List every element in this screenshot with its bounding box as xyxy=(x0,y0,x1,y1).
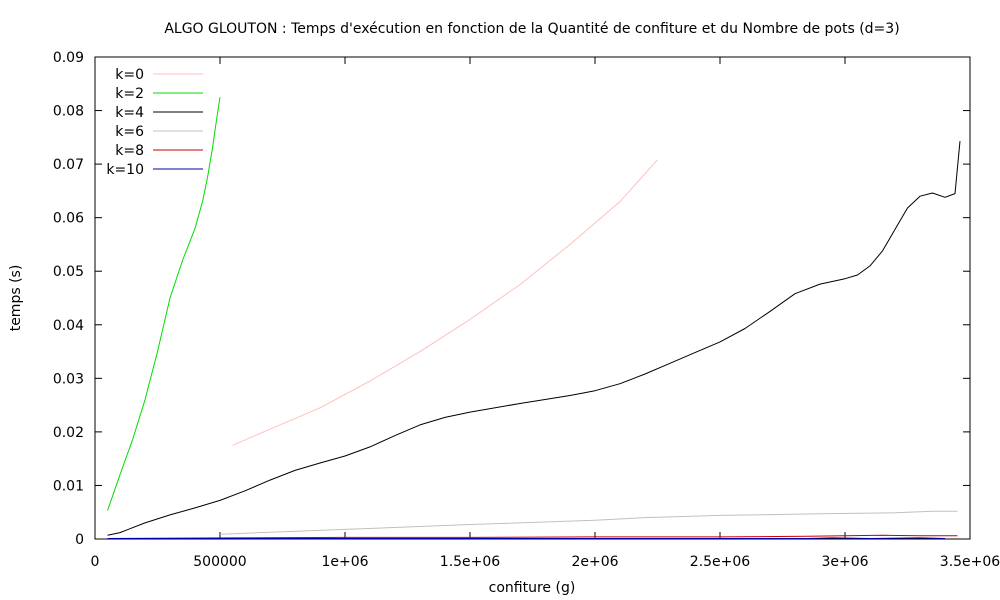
y-tick-label: 0.08 xyxy=(53,104,84,120)
y-tick-label: 0 xyxy=(75,532,84,548)
series-layer xyxy=(107,97,961,539)
x-tick-label: 3e+06 xyxy=(821,554,868,570)
y-tick-label: 0.03 xyxy=(53,371,84,387)
series-line-k2 xyxy=(107,97,221,511)
x-tick-label: 1e+06 xyxy=(321,554,368,570)
y-tick-label: 0.01 xyxy=(53,478,84,494)
plot-frame xyxy=(94,56,971,540)
legend-label: k=6 xyxy=(115,124,144,140)
legend-label: k=0 xyxy=(115,67,144,83)
legend-label: k=4 xyxy=(115,105,144,121)
chart-title: ALGO GLOUTON : Temps d'exécution en fonc… xyxy=(164,21,899,37)
legend: k=0 k=2 k=4 k=6 k=8 k=10 xyxy=(106,67,203,178)
y-tick-label: 0.09 xyxy=(53,50,84,66)
y-tick-label: 0.02 xyxy=(53,425,84,441)
x-tick-label: 500000 xyxy=(193,554,246,570)
series-line-k8 xyxy=(107,534,958,539)
x-tick-label: 2.5e+06 xyxy=(690,554,751,570)
legend-label: k=8 xyxy=(115,143,144,159)
x-tick-label: 2e+06 xyxy=(571,554,618,570)
x-axis: 0 500000 1e+06 1.5e+06 2e+06 2.5e+06 3e+06 3.5e… xyxy=(91,57,1000,570)
x-tick-label: 0 xyxy=(91,554,100,570)
y-tick-label: 0.07 xyxy=(53,157,84,173)
series-line-k0 xyxy=(232,159,658,446)
series-line-k6 xyxy=(219,510,958,535)
y-tick-label: 0.05 xyxy=(53,264,84,280)
y-axis-label: temps (s) xyxy=(8,265,24,332)
series-line-k10 xyxy=(107,537,946,539)
y-tick-label: 0.04 xyxy=(53,318,84,334)
x-tick-label: 3.5e+06 xyxy=(940,554,1000,570)
x-tick-label: 1.5e+06 xyxy=(440,554,501,570)
y-axis: 0 0.01 0.02 0.03 0.04 0.05 0.06 0.07 0.08 0.09 xyxy=(53,50,970,548)
y-tick-label: 0.06 xyxy=(53,211,84,227)
legend-label: k=2 xyxy=(115,86,144,102)
series-line-k4 xyxy=(107,141,961,536)
x-axis-label: confiture (g) xyxy=(489,580,576,596)
legend-label: k=10 xyxy=(106,162,144,178)
